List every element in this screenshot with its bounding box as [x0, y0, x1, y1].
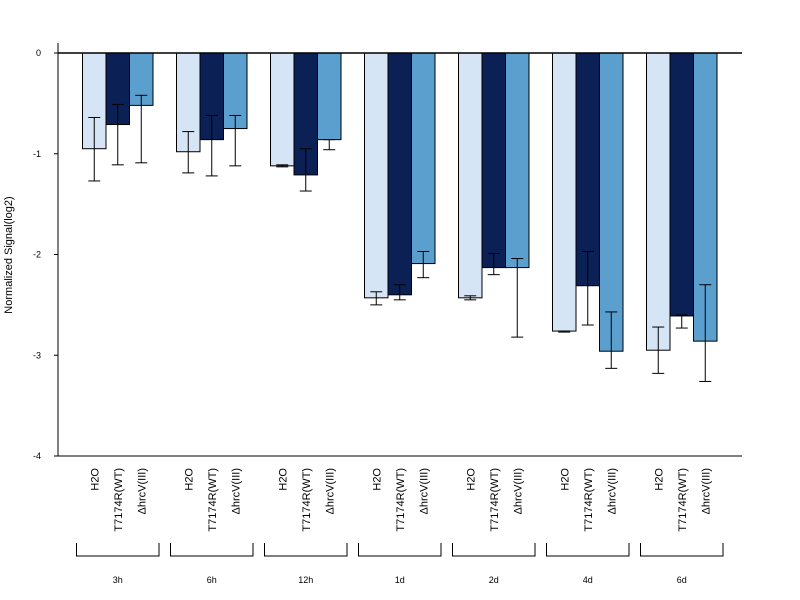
- group-bracket: [358, 543, 442, 557]
- bar: [552, 52, 577, 332]
- y-tick-label: -2: [33, 250, 41, 260]
- category-label: H2O: [183, 468, 195, 491]
- error-bars: [88, 94, 712, 382]
- category-label: ΔhrcV(III): [230, 468, 242, 514]
- y-tick-label: -4: [33, 451, 41, 461]
- category-label: T7174R(WT): [489, 468, 501, 532]
- group-bracket: [264, 543, 348, 557]
- category-label: H2O: [89, 468, 101, 491]
- bar: [669, 52, 694, 317]
- category-label: ΔhrcV(III): [324, 468, 336, 514]
- y-tick-label: -3: [33, 350, 41, 360]
- category-label: T7174R(WT): [301, 468, 313, 532]
- category-label: T7174R(WT): [583, 468, 595, 532]
- y-tick-label: -1: [33, 149, 41, 159]
- group-label: 12h: [298, 575, 313, 585]
- group-label: 6d: [677, 575, 687, 585]
- group-label: 3h: [113, 575, 123, 585]
- bar: [481, 52, 506, 269]
- group-bracket: [640, 543, 724, 557]
- category-label: T7174R(WT): [113, 468, 125, 532]
- x-axis-labels: H2O T7174R(WT) ΔhrcV(III) H2O T7174R(WT) Δhrc…: [89, 468, 712, 532]
- category-label: ΔhrcV(III): [606, 468, 618, 514]
- category-label: H2O: [653, 468, 665, 491]
- bar: [575, 52, 600, 287]
- category-label: T7174R(WT): [207, 468, 219, 532]
- category-label: H2O: [277, 468, 289, 491]
- bar: [270, 52, 295, 167]
- bar: [458, 52, 483, 299]
- bar: [411, 52, 436, 265]
- group-bracket: [546, 543, 630, 557]
- bar: [364, 52, 389, 299]
- y-axis-title: Normalized Signal(log2): [3, 196, 15, 313]
- group-label: 1d: [395, 575, 405, 585]
- y-axis: 0 -1 -2 -3 -4: [33, 43, 59, 461]
- y-tick-label: 0: [36, 48, 41, 58]
- bar: [646, 52, 671, 351]
- group-brackets: 3h 6h 12h 1d 2d 4d 6d: [76, 543, 724, 585]
- bar: [317, 52, 342, 141]
- group-bracket: [452, 543, 536, 557]
- bar: [505, 52, 530, 269]
- category-label: H2O: [559, 468, 571, 491]
- group-label: 6h: [207, 575, 217, 585]
- category-label: ΔhrcV(III): [418, 468, 430, 514]
- plot-frame: [58, 52, 742, 457]
- category-label: ΔhrcV(III): [136, 468, 148, 514]
- group-label: 2d: [489, 575, 499, 585]
- category-label: T7174R(WT): [677, 468, 689, 532]
- category-label: ΔhrcV(III): [700, 468, 712, 514]
- bar: [387, 52, 412, 296]
- group-bracket: [76, 543, 160, 557]
- category-label: H2O: [465, 468, 477, 491]
- bars: [82, 52, 718, 352]
- category-label: T7174R(WT): [395, 468, 407, 532]
- group-bracket: [170, 543, 254, 557]
- category-label: ΔhrcV(III): [512, 468, 524, 514]
- category-label: H2O: [371, 468, 383, 491]
- group-label: 4d: [583, 575, 593, 585]
- bar: [599, 52, 624, 352]
